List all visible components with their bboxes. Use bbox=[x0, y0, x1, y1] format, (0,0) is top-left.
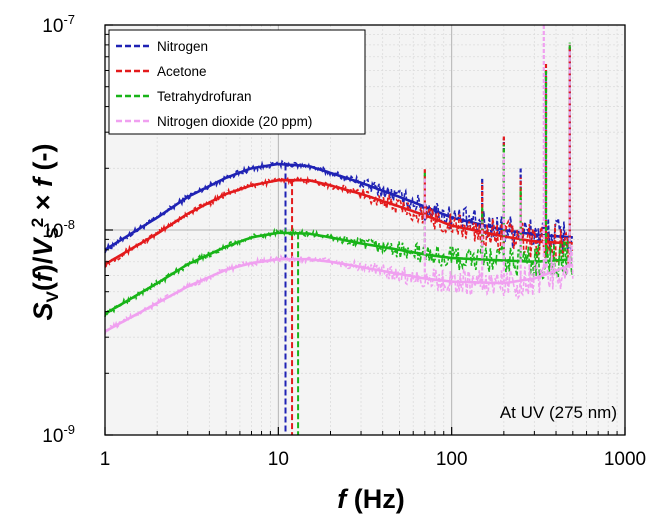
x-tick-label: 100 bbox=[436, 449, 468, 470]
fit-curve bbox=[104, 178, 573, 266]
series-nitrogen bbox=[104, 25, 574, 335]
fit-curve bbox=[104, 231, 573, 315]
y-tick-label: 10-9 bbox=[42, 422, 75, 447]
fit-curve bbox=[104, 257, 574, 333]
legend-entry: Nitrogen bbox=[116, 39, 208, 54]
legend-entry: Tetrahydrofuran bbox=[116, 89, 252, 104]
y-tick-label: 10-7 bbox=[42, 12, 75, 37]
legend: Nitrogen Acetone Tetrahydrofuran Nitrogen d… bbox=[108, 29, 366, 135]
condition-annotation: At UV (275 nm) bbox=[500, 403, 617, 422]
legend-entry: Nitrogen dioxide (20 ppm) bbox=[116, 114, 312, 129]
legend-label: Acetone bbox=[157, 64, 207, 79]
y-tick-label: 10-8 bbox=[42, 217, 75, 242]
y-axis-label: SV(f)/VS2 × f (-) bbox=[28, 144, 62, 321]
x-tick-label: 1000 bbox=[604, 449, 646, 470]
legend-label: Nitrogen bbox=[157, 39, 208, 54]
legend-label: Tetrahydrofuran bbox=[157, 89, 252, 104]
legend-label: Nitrogen dioxide (20 ppm) bbox=[157, 114, 312, 129]
x-axis-label: f (Hz) bbox=[337, 484, 404, 514]
series-group bbox=[104, 25, 574, 435]
legend-box bbox=[108, 29, 366, 135]
fit-curve bbox=[104, 162, 573, 251]
legend-entry: Acetone bbox=[116, 64, 207, 79]
axis-ticks: 1 10 100 1000 10-9 10-8 10-7 bbox=[42, 12, 646, 470]
x-tick-label: 10 bbox=[268, 449, 289, 470]
x-tick-label: 1 bbox=[100, 449, 111, 470]
